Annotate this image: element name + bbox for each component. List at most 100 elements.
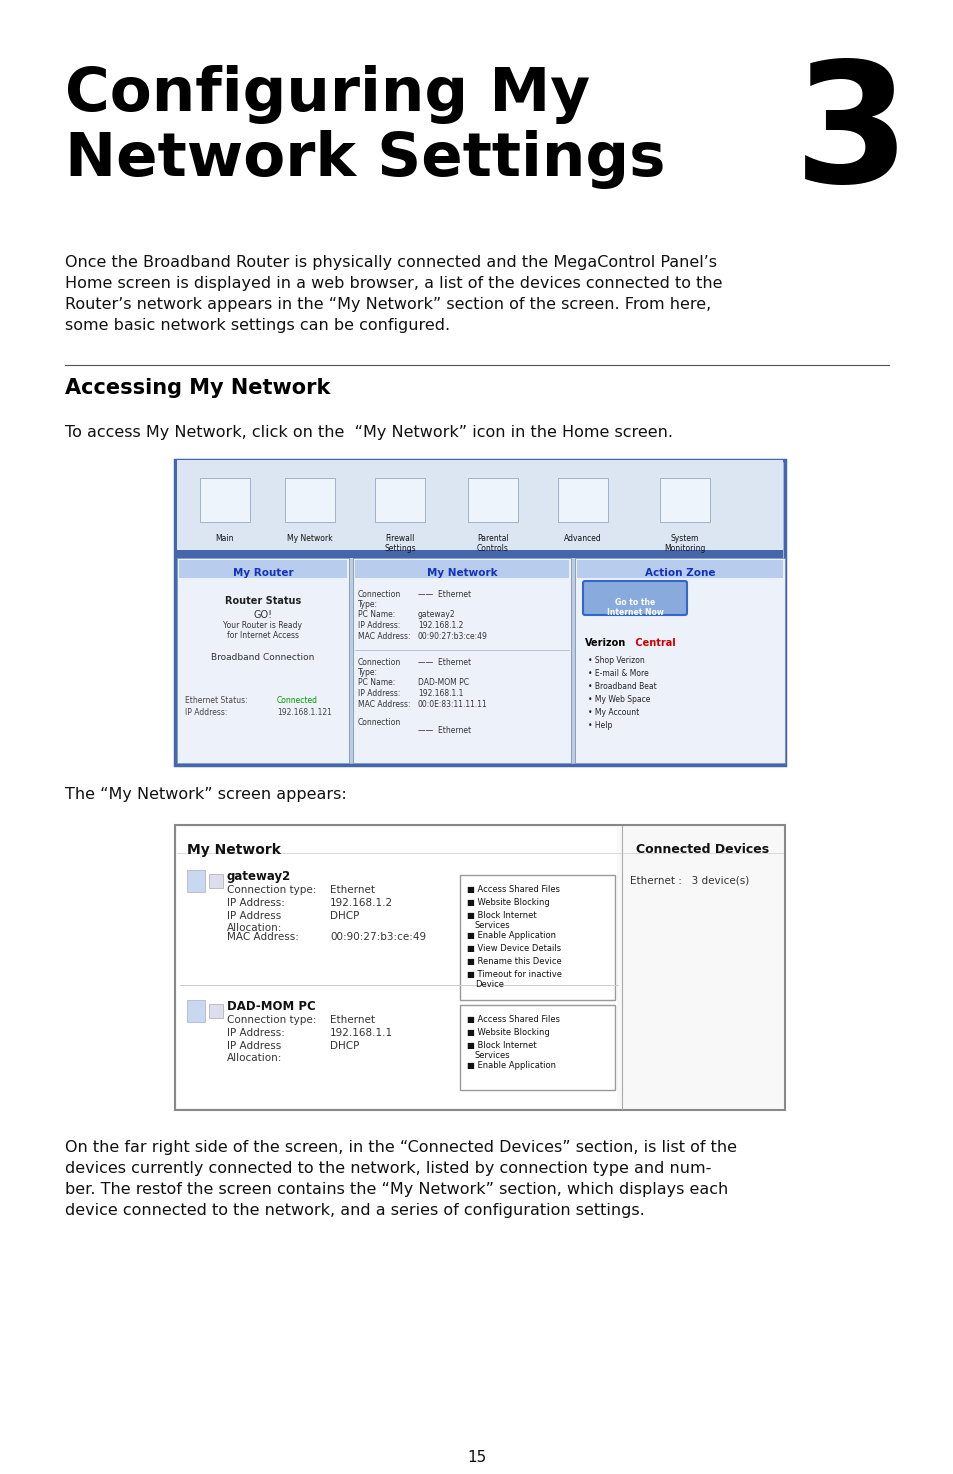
Bar [355,560,568,578]
Text: DHCP: DHCP [330,911,359,921]
Bar [375,478,424,522]
Text: Connected Devices: Connected Devices [636,843,769,856]
Bar [353,559,571,764]
Text: Action Zone: Action Zone [644,567,715,578]
Bar [187,870,205,892]
Text: Verizon: Verizon [584,638,625,649]
Text: Network Settings: Network Settings [65,130,665,189]
Text: IP Address:: IP Address: [185,708,227,716]
Text: devices currently connected to the network, listed by connection type and num-: devices currently connected to the netwo… [65,1162,711,1176]
Text: 15: 15 [467,1450,486,1465]
Bar [577,560,782,578]
Text: Ethernet: Ethernet [330,1016,375,1024]
Bar [200,478,250,522]
Text: The “My Network” screen appears:: The “My Network” screen appears: [65,787,346,802]
Text: My Network: My Network [287,534,333,542]
Text: Services: Services [475,921,510,930]
Text: • My Account: • My Account [587,708,639,716]
Text: Parental
Controls: Parental Controls [476,534,508,553]
Text: My Network: My Network [187,843,280,856]
Text: ■ Timeout for inactive: ■ Timeout for inactive [467,970,561,979]
Text: DAD-MOM PC: DAD-MOM PC [227,999,315,1013]
Text: MAC Address:: MAC Address: [227,932,298,942]
Text: Device: Device [475,980,503,989]
Bar [575,559,784,764]
Text: DAD-MOM PC: DAD-MOM PC [417,678,469,687]
Text: Central: Central [631,638,675,649]
Text: ■ Enable Application: ■ Enable Application [467,932,556,940]
Text: ■ Website Blocking: ■ Website Blocking [467,898,549,907]
Text: IP Address:: IP Address: [357,688,400,699]
Text: Router Status: Router Status [225,595,301,606]
Bar [659,478,709,522]
Text: • Broadband Beat: • Broadband Beat [587,682,656,691]
Text: 192.168.1.2: 192.168.1.2 [417,621,463,629]
Text: ■ View Device Details: ■ View Device Details [467,943,560,954]
Bar [558,478,607,522]
Text: Ethernet Status:: Ethernet Status: [185,696,248,705]
Text: • Shop Verizon: • Shop Verizon [587,656,644,665]
Text: 192.168.1.121: 192.168.1.121 [276,708,332,716]
Text: GO!: GO! [253,610,273,621]
Bar [468,478,517,522]
Text: Broadband Connection: Broadband Connection [212,653,314,662]
Text: Firewall
Settings: Firewall Settings [384,534,416,553]
Text: Services: Services [475,1051,510,1060]
Text: Configuring My: Configuring My [65,65,590,124]
Text: 00:0E:83:11.11.11: 00:0E:83:11.11.11 [417,700,487,709]
Text: Connection type:: Connection type: [227,1016,316,1024]
Bar [177,460,782,550]
Bar [459,876,615,999]
Text: IP Address:: IP Address: [227,1027,285,1038]
Text: Accessing My Network: Accessing My Network [65,377,330,398]
Text: IP Address
Allocation:: IP Address Allocation: [227,1041,282,1063]
Bar [177,559,349,764]
Text: My Router: My Router [233,567,293,578]
Text: Ethernet: Ethernet [330,884,375,895]
Text: device connected to the network, and a series of configuration settings.: device connected to the network, and a s… [65,1203,644,1218]
Text: Main: Main [215,534,234,542]
Bar [177,827,617,1108]
Text: 192.168.1.2: 192.168.1.2 [330,898,393,908]
Text: • Help: • Help [587,721,612,730]
Text: My Network: My Network [426,567,497,578]
Text: some basic network settings can be configured.: some basic network settings can be confi… [65,318,450,333]
Text: Ethernet :   3 device(s): Ethernet : 3 device(s) [629,876,748,884]
Text: To access My Network, click on the  “My Network” icon in the Home screen.: To access My Network, click on the “My N… [65,425,672,441]
Bar [174,825,784,1110]
Text: ■ Access Shared Files: ■ Access Shared Files [467,884,559,895]
Text: DHCP: DHCP [330,1041,359,1051]
Bar [179,560,347,578]
Bar [209,1004,223,1019]
Text: ■ Block Internet: ■ Block Internet [467,911,536,920]
Text: Once the Broadband Router is physically connected and the MegaControl Panel’s: Once the Broadband Router is physically … [65,255,717,270]
Text: Your Router is Ready
for Internet Access: Your Router is Ready for Internet Access [223,621,302,640]
Bar [174,460,784,765]
Text: MAC Address:: MAC Address: [357,632,410,641]
Text: ——  Ethernet: —— Ethernet [417,657,471,668]
Text: • My Web Space: • My Web Space [587,696,650,705]
Text: IP Address:: IP Address: [227,898,285,908]
Text: ber. The restof the screen contains the “My Network” section, which displays eac: ber. The restof the screen contains the … [65,1182,727,1197]
Text: IP Address:: IP Address: [357,621,400,629]
Bar [459,1005,615,1089]
Text: PC Name:: PC Name: [357,610,395,619]
Text: Advanced: Advanced [563,534,601,542]
Bar [177,550,782,559]
Bar [187,999,205,1021]
Text: 192.168.1.1: 192.168.1.1 [417,688,463,699]
Text: Connection: Connection [357,718,401,727]
Text: On the far right side of the screen, in the “Connected Devices” section, is list: On the far right side of the screen, in … [65,1139,737,1156]
Text: Home screen is displayed in a web browser, a list of the devices connected to th: Home screen is displayed in a web browse… [65,276,721,290]
Text: 00:90:27:b3:ce:49: 00:90:27:b3:ce:49 [330,932,426,942]
Text: ■ Website Blocking: ■ Website Blocking [467,1027,549,1038]
Text: IP Address
Allocation:: IP Address Allocation: [227,911,282,933]
Text: 192.168.1.1: 192.168.1.1 [330,1027,393,1038]
Text: ■ Block Internet: ■ Block Internet [467,1041,536,1049]
Text: Go to the
Internet Now: Go to the Internet Now [606,598,662,618]
Text: ■ Access Shared Files: ■ Access Shared Files [467,1016,559,1024]
Text: ——  Ethernet: —— Ethernet [417,727,471,736]
Text: Router’s network appears in the “My Network” section of the screen. From here,: Router’s network appears in the “My Netw… [65,296,711,312]
Text: System
Monitoring: System Monitoring [663,534,705,553]
Text: gateway2: gateway2 [417,610,456,619]
